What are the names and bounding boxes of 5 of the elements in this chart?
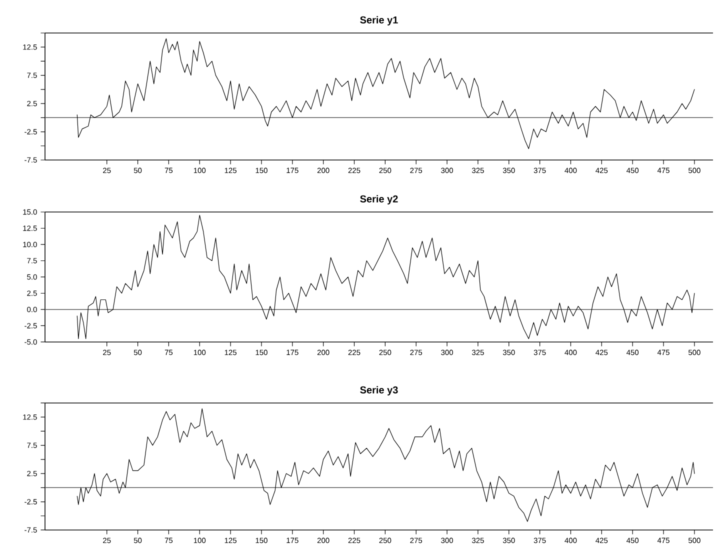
chart-title: Serie y1	[360, 16, 398, 26]
chart-title: Serie y2	[360, 195, 398, 204]
line-series	[76, 408, 695, 522]
line-series	[76, 38, 695, 149]
chart-title: Serie y3	[360, 386, 398, 396]
